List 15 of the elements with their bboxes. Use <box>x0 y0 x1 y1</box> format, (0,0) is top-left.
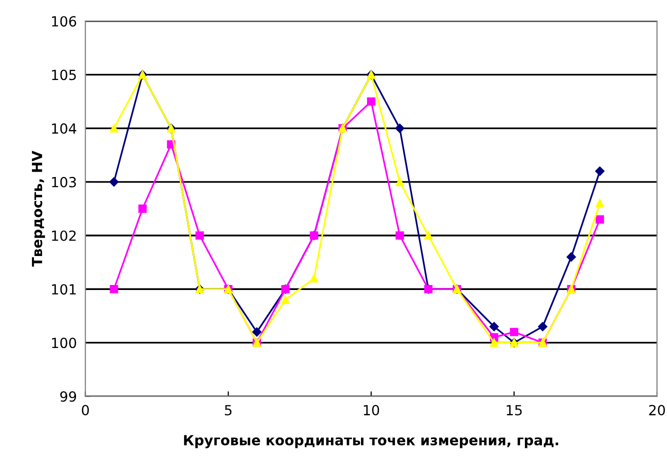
y-tick-label: 106 <box>52 16 76 27</box>
y-axis-title: Твердость, HV <box>32 150 45 267</box>
x-tick-label: 5 <box>224 405 232 416</box>
y-tick-label: 103 <box>52 176 76 188</box>
y-tick-label: 100 <box>52 338 76 348</box>
x-tick-label: 15 <box>506 405 522 416</box>
y-tick-label: 104 <box>52 123 76 134</box>
x-tick-label: 0 <box>82 404 89 416</box>
x-axis-title: Круговые координаты точек измерения, град. <box>184 435 558 448</box>
y-tick-label: 102 <box>52 230 76 241</box>
x-tick-label: 20 <box>649 404 665 416</box>
y-tick-label: 99 <box>60 391 76 402</box>
y-tick-label: 105 <box>52 70 76 80</box>
x-tick-label: 10 <box>364 404 380 416</box>
y-tick-label: 101 <box>52 284 76 295</box>
